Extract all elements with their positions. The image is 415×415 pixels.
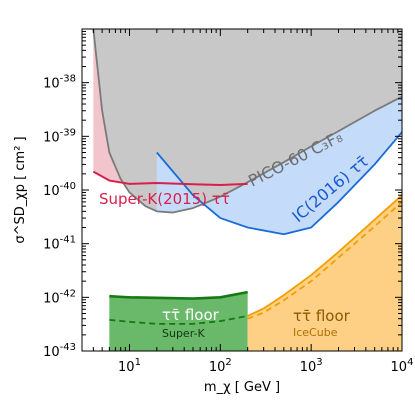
- floor-superk-dashed-curve: [109, 315, 248, 325]
- y-tick-label: 10-40: [43, 181, 76, 199]
- y-tick-label: 10-38: [43, 74, 76, 92]
- y-axis-label: σ^SD_χp [ cm² ]: [13, 136, 28, 243]
- x-tick-label: 103: [300, 357, 323, 375]
- y-tick-label: 10-43: [43, 342, 76, 360]
- x-tick-label: 102: [209, 357, 232, 375]
- superk2015-region: [93, 29, 121, 183]
- ic2016-curve: [156, 131, 402, 236]
- axis-ticks: 101 102 103 104 10-43 10-42 10-41 10-40 10-39 10-…: [43, 28, 414, 375]
- superk2015-label: Super-K(2015) ττ̄: [99, 190, 230, 208]
- y-tick-label: 10-41: [43, 235, 76, 253]
- pico-region: [93, 29, 402, 213]
- floor-superk-curve: [109, 290, 248, 300]
- floor-icecube-region: [247, 195, 402, 351]
- x-tick-label: 104: [391, 357, 414, 375]
- pico-curve: [92, 29, 402, 214]
- floor-icecube-dashed-curve: [247, 201, 402, 320]
- x-tick-label: 101: [118, 357, 141, 375]
- floor-icecube-curve: [247, 194, 402, 317]
- floor-superk-region: [109, 292, 248, 351]
- floor-superk-sublabel: Super-K: [162, 327, 205, 340]
- floor-icecube-sublabel: IceCube: [293, 326, 338, 339]
- curves: [92, 29, 402, 325]
- y-tick-label: 10-42: [43, 288, 76, 306]
- y-tick-label: 10-39: [43, 127, 76, 145]
- x-axis-label: m_χ [ GeV ]: [204, 380, 280, 395]
- floor-icecube-label: ττ̄ floor: [293, 307, 351, 325]
- floor-superk-label: ττ̄ floor: [162, 306, 220, 324]
- superk2015-curve: [92, 170, 248, 186]
